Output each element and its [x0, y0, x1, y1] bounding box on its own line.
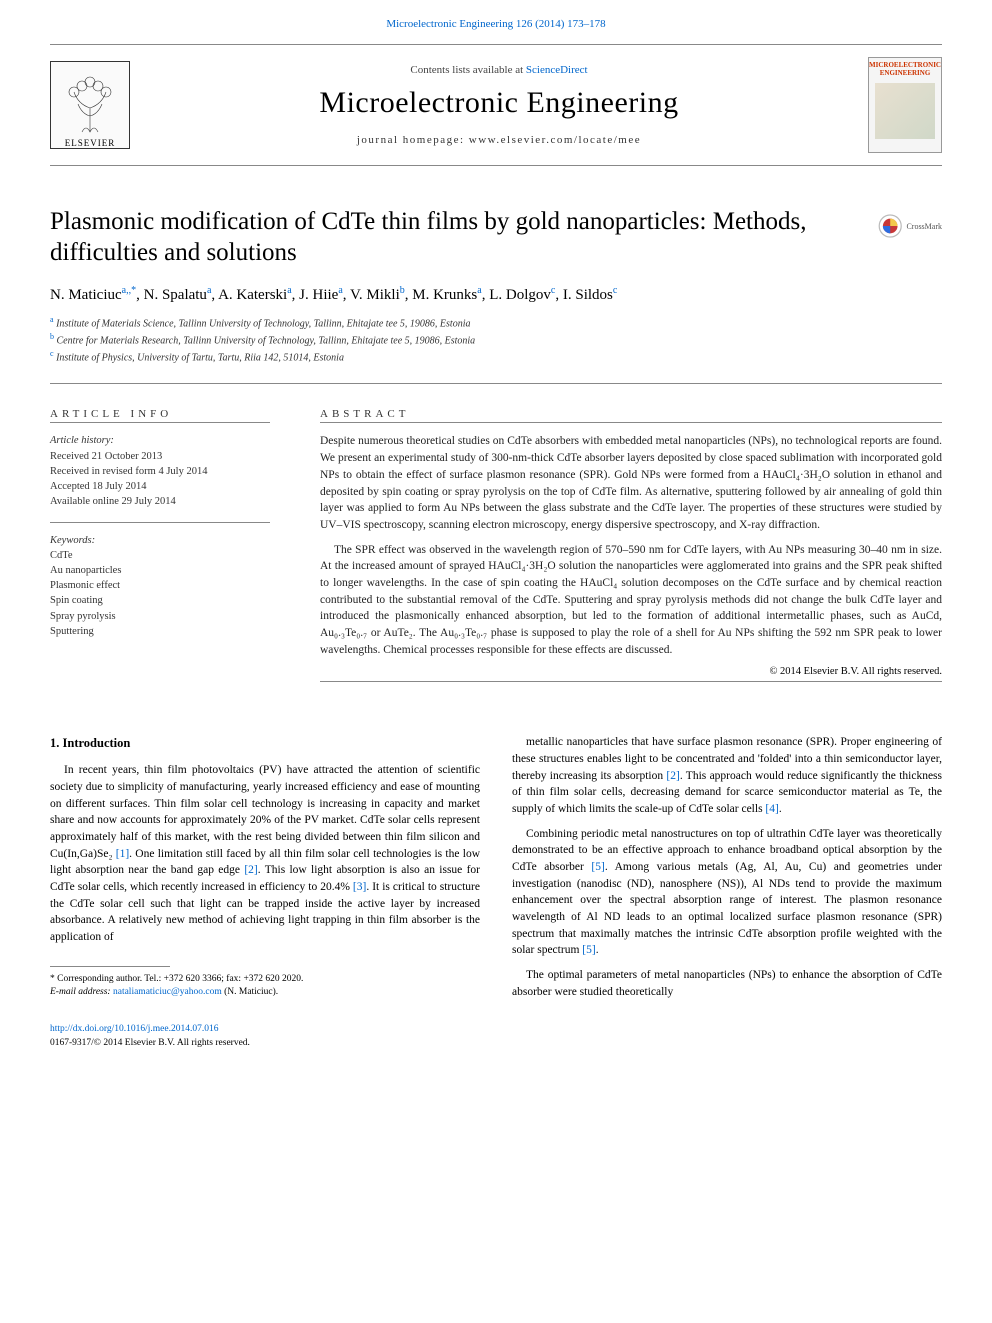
email-label: E-mail address: — [50, 987, 111, 997]
contents-prefix: Contents lists available at — [410, 64, 525, 76]
journal-homepage: journal homepage: www.elsevier.com/locat… — [150, 134, 848, 146]
corresponding-email[interactable]: nataliamaticiuc@yahoo.com — [113, 987, 222, 997]
ref-link[interactable]: [2] — [244, 864, 257, 876]
elsevier-label: ELSEVIER — [65, 138, 116, 148]
keyword: CdTe — [50, 548, 280, 563]
masthead: ELSEVIER Contents lists available at Sci… — [50, 51, 942, 159]
article-info: ARTICLE INFO Article history: Received 2… — [50, 408, 280, 682]
ref-link[interactable]: [3] — [353, 881, 366, 893]
cover-thumb — [875, 83, 935, 139]
keywords-label: Keywords: — [50, 533, 280, 548]
article-info-head: ARTICLE INFO — [50, 408, 280, 420]
footer-doi: http://dx.doi.org/10.1016/j.mee.2014.07.… — [50, 1023, 480, 1051]
keywords-block: Keywords: CdTeAu nanoparticlesPlasmonic … — [50, 533, 280, 640]
rule-above-info — [50, 383, 942, 384]
rule-short-1 — [50, 422, 270, 423]
intro-heading: 1. Introduction — [50, 734, 480, 752]
abstract-body: Despite numerous theoretical studies on … — [320, 433, 942, 658]
footnote-rule — [50, 966, 170, 967]
journal-name: Microelectronic Engineering — [150, 86, 848, 120]
footnote-corr: Corresponding author. Tel.: +372 620 336… — [57, 974, 303, 984]
ref-link[interactable]: [5] — [582, 944, 595, 956]
abstract-head: ABSTRACT — [320, 408, 942, 420]
elsevier-tree-icon — [60, 74, 120, 134]
ref-link[interactable]: [1] — [116, 848, 129, 860]
article-history: Article history: Received 21 October 201… — [50, 433, 280, 509]
ref-link[interactable]: [2] — [666, 770, 679, 782]
doi-link[interactable]: http://dx.doi.org/10.1016/j.mee.2014.07.… — [50, 1024, 218, 1034]
column-right: metallic nanoparticles that have surface… — [512, 734, 942, 1051]
elsevier-logo[interactable]: ELSEVIER — [50, 61, 130, 149]
email-suffix: (N. Maticiuc). — [224, 987, 278, 997]
citation-link[interactable]: Microelectronic Engineering 126 (2014) 1… — [386, 18, 605, 30]
author-list: N. Maticiuca,,*, N. Spalatua, A. Katersk… — [50, 285, 942, 304]
history-line: Received 21 October 2013 — [50, 449, 280, 464]
keyword: Sputtering — [50, 624, 280, 639]
crossmark-label: CrossMark — [906, 222, 942, 231]
sciencedirect-link[interactable]: ScienceDirect — [526, 64, 588, 76]
footnote-star: * — [50, 974, 55, 984]
abstract: ABSTRACT Despite numerous theoretical st… — [320, 408, 942, 682]
ref-link[interactable]: [5] — [591, 861, 604, 873]
keyword: Spin coating — [50, 593, 280, 608]
column-left: 1. Introduction In recent years, thin fi… — [50, 734, 480, 1051]
keyword: Au nanoparticles — [50, 563, 280, 578]
rule-top — [50, 44, 942, 45]
keyword: Spray pyrolysis — [50, 609, 280, 624]
ref-link[interactable]: [4] — [765, 803, 778, 815]
history-line: Received in revised form 4 July 2014 — [50, 464, 280, 479]
cover-brand: MICROELECTRONIC ENGINEERING — [869, 62, 941, 77]
rule-abstract-bottom — [320, 681, 942, 682]
copyright: © 2014 Elsevier B.V. All rights reserved… — [320, 666, 942, 677]
history-label: Article history: — [50, 433, 280, 448]
rule-short-2 — [50, 522, 270, 523]
rule-masthead-bottom — [50, 165, 942, 166]
contents-line: Contents lists available at ScienceDirec… — [150, 64, 848, 76]
crossmark-icon — [878, 212, 902, 240]
masthead-center: Contents lists available at ScienceDirec… — [130, 64, 868, 146]
journal-cover[interactable]: MICROELECTRONIC ENGINEERING — [868, 57, 942, 153]
body-columns: 1. Introduction In recent years, thin fi… — [50, 734, 942, 1051]
keyword: Plasmonic effect — [50, 578, 280, 593]
corresponding-footnote: * Corresponding author. Tel.: +372 620 3… — [50, 973, 480, 1000]
top-citation: Microelectronic Engineering 126 (2014) 1… — [0, 0, 992, 38]
crossmark-badge[interactable]: CrossMark — [878, 206, 942, 246]
history-line: Available online 29 July 2014 — [50, 494, 280, 509]
rule-abstract — [320, 422, 942, 423]
affiliations: a Institute of Materials Science, Tallin… — [50, 314, 942, 366]
issn-line: 0167-9317/© 2014 Elsevier B.V. All right… — [50, 1038, 250, 1048]
history-line: Accepted 18 July 2014 — [50, 479, 280, 494]
paper-title: Plasmonic modification of CdTe thin film… — [50, 206, 810, 269]
